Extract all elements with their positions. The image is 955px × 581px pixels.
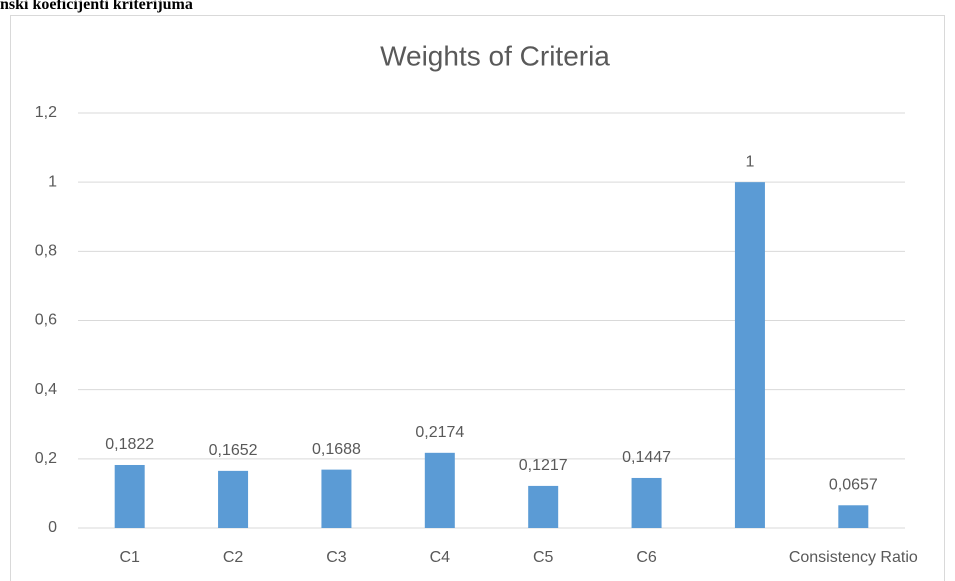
y-tick-label: 0,8 <box>35 243 57 260</box>
data-label: 0,1688 <box>312 441 361 458</box>
x-tick-label: C6 <box>636 549 657 566</box>
bar <box>424 452 455 528</box>
y-tick-label: 1 <box>48 173 57 190</box>
data-label: 0,1652 <box>209 442 258 459</box>
chart-frame <box>10 15 945 581</box>
bar <box>734 182 765 528</box>
y-tick-label: 0,2 <box>35 450 57 467</box>
bar <box>838 505 869 528</box>
data-label: 0,2174 <box>415 424 464 441</box>
data-label: 0,1447 <box>622 449 671 466</box>
data-label: 0,1822 <box>105 436 154 453</box>
bar <box>218 470 249 528</box>
data-label: 0,1217 <box>519 457 568 474</box>
y-tick-label: 0,6 <box>35 312 57 329</box>
data-label: 1 <box>745 153 754 170</box>
x-tick-label: C5 <box>533 549 554 566</box>
y-tick-label: 0,4 <box>35 381 57 398</box>
bar <box>528 485 559 528</box>
chart-title: Weights of Criteria <box>380 40 610 71</box>
x-tick-label: C4 <box>430 549 451 566</box>
bar <box>114 464 145 528</box>
bar <box>631 477 662 528</box>
bar <box>321 469 352 528</box>
y-tick-label: 0 <box>48 519 57 536</box>
x-tick-label: C3 <box>326 549 347 566</box>
x-tick-label: C2 <box>223 549 244 566</box>
x-tick-label: C1 <box>119 549 140 566</box>
heading: nski koeficijenti kriterijuma <box>0 0 193 13</box>
data-label: 0,0657 <box>829 476 878 493</box>
x-tick-label: Consistency Ratio <box>789 549 918 566</box>
y-tick-label: 1,2 <box>35 104 57 121</box>
